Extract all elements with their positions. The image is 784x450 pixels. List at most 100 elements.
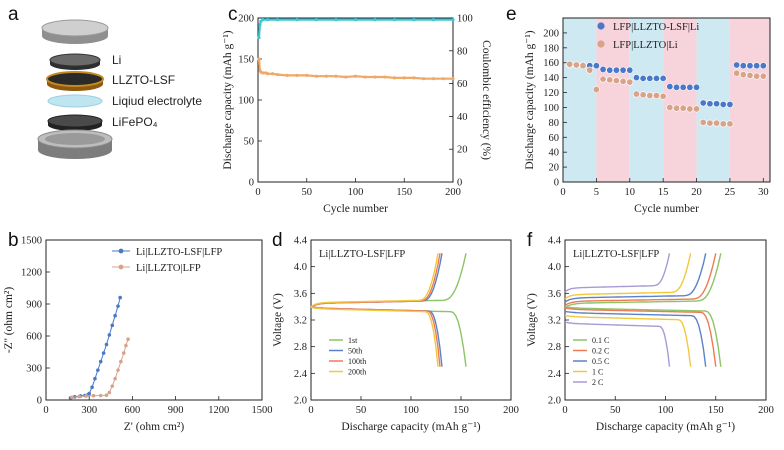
e-point-1	[639, 91, 647, 99]
e-point-1	[659, 92, 667, 100]
e-point-0	[666, 83, 674, 91]
c-point-0	[353, 74, 358, 78]
d-y-tick-label: 3.6	[294, 289, 307, 300]
d-x-tick-label: 150	[453, 405, 469, 416]
b-legend-label-1: Li|LLZTO|LFP	[136, 263, 201, 274]
e-point-1	[592, 86, 600, 94]
b-point-0	[101, 351, 106, 355]
e-rate-band-2	[629, 18, 664, 182]
c-y-tick-label: 100	[238, 96, 254, 107]
c-point-0	[324, 74, 328, 78]
lifepo4-disc	[47, 114, 103, 131]
c-y2-tick-label: 0	[457, 178, 462, 189]
e-point-1	[626, 78, 634, 86]
e-point-0	[686, 83, 694, 91]
d-legend-label-0: 1st	[348, 336, 358, 345]
d-chart-title: Li|LLZTO-LSF|LFP	[319, 249, 405, 260]
b-x-tick-label: 1200	[208, 405, 229, 416]
c-point-0	[431, 77, 436, 81]
f-y-tick-label: 3.2	[548, 316, 561, 327]
c-x-tick-label: 50	[302, 187, 313, 198]
b-point-0	[107, 333, 112, 337]
c-series-line-1	[257, 18, 453, 38]
e-point-0	[673, 83, 681, 91]
d-discharge-curve-0	[310, 306, 467, 367]
e-point-0	[612, 66, 620, 74]
llzto-lsf-disc	[46, 71, 104, 91]
e-point-1	[699, 118, 707, 126]
e-point-1	[706, 119, 714, 127]
e-x-axis-label: Cycle number	[634, 203, 699, 215]
b-point-1	[110, 384, 115, 388]
c-y-tick-label: 150	[238, 55, 254, 66]
c-point-0	[373, 75, 377, 79]
b-y-tick-label: 1200	[21, 268, 42, 279]
c-point-0	[275, 72, 280, 77]
c-point-1	[261, 18, 265, 22]
f-y-tick-label: 2.4	[548, 369, 562, 380]
panel-b-chart: 0 300 600 900 1200 1500 0 300 600 900 1200 1500 Z' (…	[3, 230, 273, 433]
panel-e-chart: 0 5 10 15 20 25 30 0 20 40 60 80 100 120 140 160 180 200 C…	[506, 4, 771, 215]
c-point-0	[402, 76, 406, 80]
c-point-0	[295, 73, 299, 77]
b-y-axis-label: -Z'' (ohm cm²)	[3, 287, 15, 354]
e-point-0	[652, 74, 660, 82]
f-y-tick-label: 4.4	[548, 236, 562, 247]
e-point-0	[726, 100, 734, 108]
panel-f-chart: 0 50 100 150 200 2.0 2.4 2.8 3.2 3.6 4.0 4.4 Dischar…	[526, 230, 774, 433]
b-point-1	[124, 343, 128, 348]
e-point-0	[699, 99, 707, 107]
f-y-tick-label: 3.6	[548, 289, 561, 300]
e-point-1	[719, 120, 727, 128]
e-y-tick-label: 180	[543, 43, 559, 54]
c-panel-letter: c	[228, 4, 238, 25]
e-point-1	[606, 76, 614, 84]
c-x-tick-label: 200	[445, 187, 461, 198]
e-legend-marker-0	[597, 22, 605, 30]
e-x-tick-label: 10	[625, 187, 636, 198]
c-point-0	[412, 76, 416, 80]
b-point-0	[113, 313, 117, 318]
d-charge-curve-2	[310, 253, 441, 308]
c-y-tick-label: 0	[249, 178, 254, 189]
e-point-0	[733, 61, 741, 69]
f-x-tick-label: 100	[658, 405, 674, 416]
c-point-1	[392, 18, 397, 22]
b-y-tick-label: 600	[26, 332, 42, 343]
e-y-tick-label: 200	[543, 28, 559, 39]
e-x-tick-label: 25	[725, 187, 736, 198]
f-discharge-curve-3	[564, 314, 692, 367]
panel-a: a Li LLZTO-LSF	[8, 4, 202, 159]
c-point-0	[392, 76, 397, 80]
f-panel-letter: f	[527, 230, 533, 251]
e-point-0	[592, 62, 600, 70]
c-x-tick-label: 150	[396, 187, 412, 198]
e-point-0	[679, 83, 687, 91]
li-disc	[49, 53, 101, 70]
e-point-0	[646, 74, 654, 82]
e-point-0	[619, 66, 627, 74]
e-y-axis-label: Discharge capacity (mAh g⁻¹)	[524, 30, 536, 169]
f-discharge-curve-4	[564, 321, 671, 367]
d-x-tick-label: 200	[503, 405, 519, 416]
e-point-1	[566, 60, 574, 68]
layer-label-lifepo4: LiFePO₄	[112, 115, 158, 129]
c-y2-tick-label: 80	[457, 46, 468, 57]
f-discharge-curve-2	[564, 310, 707, 367]
f-charge-curve-1	[564, 253, 717, 306]
e-point-0	[626, 66, 634, 74]
e-point-1	[733, 69, 741, 77]
c-point-1	[451, 18, 455, 22]
c-point-1	[373, 18, 377, 22]
e-y-tick-label: 0	[554, 178, 559, 189]
e-point-1	[612, 77, 620, 85]
e-point-0	[599, 65, 607, 73]
b-point-1	[98, 393, 103, 398]
e-point-0	[639, 74, 647, 82]
b-point-0	[96, 368, 100, 372]
e-point-1	[619, 77, 627, 85]
d-x-tick-label: 0	[308, 405, 313, 416]
b-panel-letter: b	[8, 230, 19, 251]
d-charge-curve-0	[310, 253, 467, 308]
